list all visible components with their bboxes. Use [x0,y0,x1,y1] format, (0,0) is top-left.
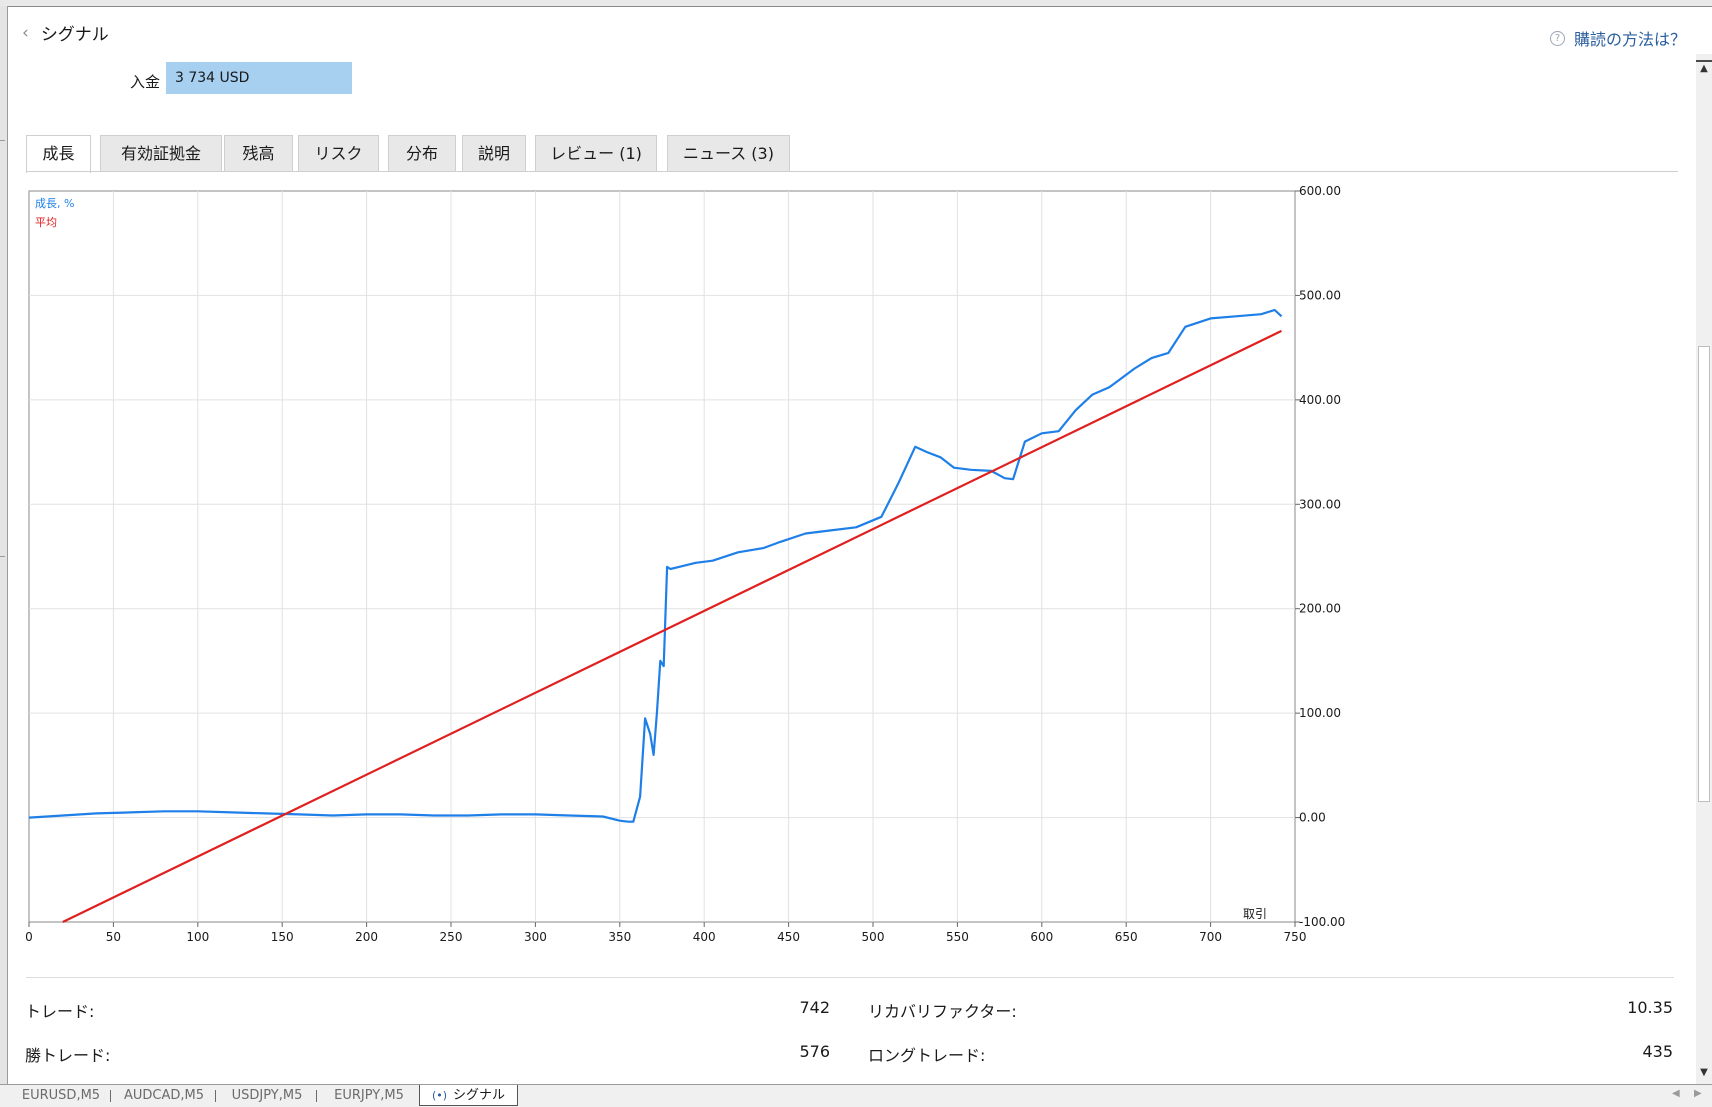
x-tick-label: 550 [946,930,969,944]
x-tick-label: 700 [1199,930,1222,944]
left-border-notch [0,140,5,141]
tab-equity[interactable]: 有効証拠金 [100,135,222,171]
deposit-label: 入金 [130,73,161,91]
y-tick-label: 0.00 [1299,811,1326,825]
x-tick-label: 500 [862,930,885,944]
bottom-chart-tabs: EURUSD,M5 AUDCAD,M5 USDJPY,M5 EURJPY,M5 … [0,1084,1712,1107]
bottom-tab-signal[interactable]: (•) シグナル [419,1085,518,1106]
plot-frame [28,190,1296,923]
x-tick-label: 750 [1284,930,1307,944]
howto-link[interactable]: ? 購読の方法は？ [1549,26,1686,50]
chevron-left-icon: ‹ [22,22,29,43]
bottom-tab-audcad[interactable]: AUDCAD,M5 [123,1088,205,1103]
stat-value-recovery-factor: 10.35 [1627,998,1673,1017]
x-tick-label: 200 [355,930,378,944]
scroll-top-line [1696,60,1712,62]
x-axis-label: 取引 [1243,907,1267,921]
tab-distribution[interactable]: 分布 [388,135,456,171]
scroll-thumb[interactable] [1698,346,1710,802]
stat-label-long-trades: ロングトレード: [868,1046,986,1065]
stat-label-trades: トレード: [25,1002,95,1021]
left-border-notch [0,556,5,557]
chart-series [28,308,1283,923]
tab-growth[interactable]: 成長 [26,135,91,173]
stat-value-win-trades: 576 [799,1042,830,1061]
scroll-up-icon[interactable]: ▲ [1700,63,1708,74]
bottom-tab-separator [316,1090,317,1102]
legend-average: 平均 [35,216,57,229]
back-link-label: シグナル [40,25,109,45]
bottom-tab-usdjpy[interactable]: USDJPY,M5 [231,1088,303,1103]
chart-grid [28,190,1296,923]
stat-label-win-trades: 勝トレード: [25,1046,111,1065]
x-tick-label: 50 [106,930,121,944]
bottom-tab-separator [215,1090,216,1102]
tab-scroll-left-icon[interactable]: ◀ [1672,1088,1680,1099]
scroll-down-icon[interactable]: ▼ [1700,1067,1708,1078]
legend-growth: 成長, % [35,197,74,210]
x-tick-label: 250 [440,930,463,944]
bottom-tab-signal-label: シグナル [453,1088,506,1103]
x-tick-label: 350 [608,930,631,944]
x-tick-label: 650 [1115,930,1138,944]
stat-value-trades: 742 [799,998,830,1017]
bottom-tab-eurjpy[interactable]: EURJPY,M5 [334,1088,404,1103]
chart-ticks: 0 50 100 150 200 250 300 350 400 450 500 550 600 650 7… [25,184,1345,944]
average-series-line [62,329,1282,923]
back-link[interactable]: ‹ シグナル [22,20,109,46]
question-icon: ? [1549,30,1565,46]
y-tick-label: 200.00 [1299,602,1341,616]
signal-icon: (•) [431,1089,448,1102]
x-tick-label: 300 [524,930,547,944]
vertical-scrollbar[interactable]: ▲ ▼ [1696,54,1712,1084]
y-tick-label: 400.00 [1299,393,1341,407]
y-tick-label: -100.00 [1299,915,1345,929]
y-tick-label: 600.00 [1299,184,1341,198]
tab-description[interactable]: 説明 [462,135,526,171]
tab-scroll-right-icon[interactable]: ▶ [1694,1088,1702,1099]
howto-label: 購読の方法は？ [1573,30,1686,49]
y-tick-label: 500.00 [1299,288,1341,302]
x-tick-label: 450 [777,930,800,944]
tab-reviews[interactable]: レビュー (1) [535,135,657,171]
tabs-underline [26,171,1678,172]
tab-balance[interactable]: 残高 [224,135,293,171]
x-tick-label: 0 [25,930,33,944]
stat-label-recovery-factor: リカバリファクター: [868,1002,1017,1021]
growth-chart: 0 50 100 150 200 250 300 350 400 450 500 550 600 650 7… [25,184,1345,944]
y-tick-label: 100.00 [1299,706,1341,720]
tab-risk[interactable]: リスク [298,135,379,171]
x-tick-label: 400 [693,930,716,944]
x-tick-label: 600 [1030,930,1053,944]
window-top-border [0,0,1712,7]
x-tick-label: 150 [271,930,294,944]
tab-news[interactable]: ニュース (3) [667,135,790,171]
stats-separator [26,977,1674,978]
bottom-tab-separator [110,1090,111,1102]
stat-value-long-trades: 435 [1642,1042,1673,1061]
window-left-border [0,6,8,1084]
growth-series-line [28,308,1283,823]
y-tick-label: 300.00 [1299,497,1341,511]
deposit-value: 3 734 USD [166,62,352,94]
x-tick-label: 100 [186,930,209,944]
bottom-tab-eurusd[interactable]: EURUSD,M5 [21,1088,101,1103]
